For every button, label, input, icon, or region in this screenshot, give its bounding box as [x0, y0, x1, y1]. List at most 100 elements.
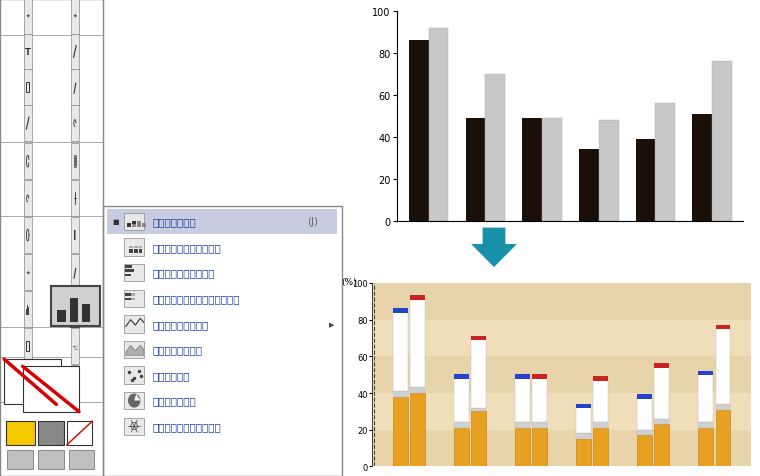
- Bar: [28, 307, 29, 315]
- Polygon shape: [128, 394, 141, 407]
- Bar: [393, 311, 408, 391]
- Bar: [454, 375, 469, 379]
- Bar: [638, 397, 652, 430]
- Bar: [24, 255, 32, 290]
- Bar: [655, 104, 675, 221]
- FancyArrow shape: [471, 228, 517, 268]
- Bar: [71, 181, 79, 217]
- Bar: [576, 434, 591, 439]
- Bar: [27, 83, 29, 93]
- Bar: [27, 342, 29, 351]
- Bar: [594, 378, 608, 423]
- Bar: [124, 341, 144, 358]
- Bar: [533, 375, 547, 379]
- Bar: [594, 423, 608, 428]
- Bar: [139, 246, 142, 249]
- Bar: [599, 121, 619, 221]
- Bar: [393, 397, 408, 466]
- Bar: [542, 119, 562, 221]
- Bar: [698, 371, 713, 375]
- Bar: [125, 294, 131, 297]
- Bar: [533, 377, 547, 423]
- Bar: [24, 70, 32, 106]
- Bar: [471, 408, 486, 411]
- Text: ✦: ✦: [25, 14, 30, 19]
- Bar: [594, 376, 608, 381]
- Bar: [454, 377, 469, 423]
- Bar: [24, 35, 32, 70]
- Bar: [638, 436, 652, 466]
- Bar: [124, 264, 144, 282]
- Bar: [27, 306, 28, 315]
- Bar: [698, 423, 713, 428]
- Bar: [135, 246, 138, 249]
- Bar: [692, 115, 712, 221]
- Bar: [131, 225, 135, 227]
- Bar: [124, 239, 144, 256]
- Bar: [471, 336, 486, 340]
- Bar: [107, 210, 337, 234]
- Bar: [372, 430, 751, 466]
- Bar: [6, 421, 35, 445]
- Bar: [71, 35, 79, 70]
- Bar: [75, 307, 76, 315]
- Bar: [71, 328, 79, 365]
- Bar: [52, 287, 100, 326]
- Bar: [67, 421, 93, 445]
- Text: レーダーチャートツール: レーダーチャートツール: [153, 421, 222, 431]
- Text: ✦: ✦: [25, 270, 30, 275]
- Bar: [715, 325, 730, 329]
- Bar: [23, 367, 79, 412]
- Bar: [515, 377, 530, 423]
- Bar: [124, 367, 144, 384]
- Bar: [58, 310, 65, 322]
- Bar: [4, 359, 61, 405]
- Bar: [24, 366, 32, 401]
- Bar: [71, 106, 79, 142]
- Bar: [131, 294, 135, 297]
- Bar: [125, 274, 131, 277]
- Bar: [24, 291, 32, 327]
- Bar: [124, 316, 144, 333]
- Bar: [138, 223, 141, 227]
- Bar: [712, 62, 732, 221]
- Bar: [410, 296, 425, 300]
- Bar: [654, 424, 669, 466]
- Bar: [533, 423, 547, 428]
- Bar: [486, 75, 505, 221]
- Polygon shape: [135, 394, 141, 401]
- Bar: [410, 387, 425, 393]
- Bar: [638, 395, 652, 399]
- Text: 折れ線グラフツール: 折れ線グラフツール: [153, 319, 209, 329]
- Bar: [124, 392, 144, 409]
- Bar: [654, 366, 669, 419]
- Bar: [24, 328, 32, 365]
- Y-axis label: (%): (%): [342, 278, 357, 287]
- Bar: [372, 357, 751, 393]
- Text: 横向き棒グラフツール: 横向き棒グラフツール: [153, 268, 215, 278]
- Bar: [132, 221, 136, 227]
- Text: 階層グラフツール: 階層グラフツール: [153, 345, 203, 355]
- Bar: [715, 404, 730, 410]
- Text: ▶: ▶: [329, 321, 335, 327]
- Bar: [71, 0, 79, 35]
- Text: 積み上げ棒グラフツール: 積み上げ棒グラフツール: [153, 242, 222, 252]
- Bar: [654, 363, 669, 368]
- Bar: [131, 298, 135, 301]
- Bar: [454, 423, 469, 428]
- Bar: [139, 249, 142, 253]
- Bar: [124, 290, 144, 307]
- Bar: [125, 298, 131, 301]
- Bar: [135, 249, 138, 253]
- Bar: [372, 320, 751, 357]
- Bar: [70, 298, 78, 322]
- Bar: [38, 450, 64, 469]
- Text: 横向き積み上げ棒グラフツール: 横向き積み上げ棒グラフツール: [153, 294, 240, 304]
- Bar: [515, 375, 530, 379]
- Bar: [515, 423, 530, 428]
- Bar: [410, 298, 425, 387]
- Bar: [71, 70, 79, 106]
- Bar: [124, 417, 144, 435]
- Bar: [125, 266, 131, 268]
- Bar: [576, 406, 591, 434]
